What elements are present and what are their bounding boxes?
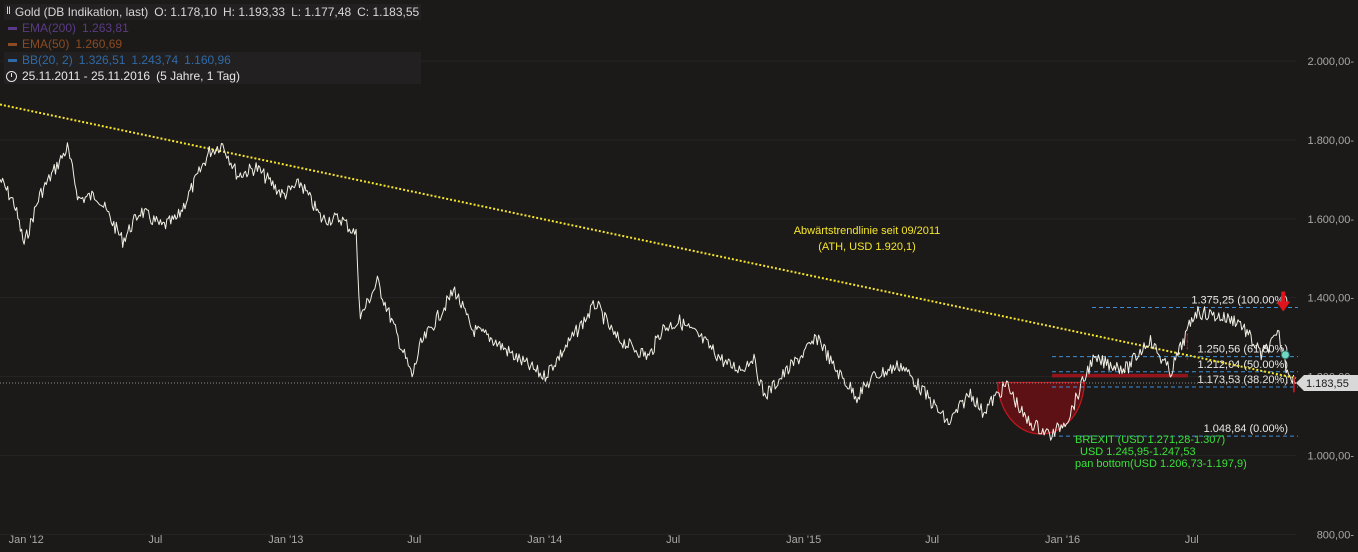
last-price-label: 1.183,55 — [1306, 378, 1349, 390]
y-tick-label: 1.800,00- — [1308, 135, 1355, 147]
x-axis: Jan '12 Jul Jan '13 Jul Jan '14 Jul Jan '15 Jul… — [9, 534, 1199, 546]
instrument-row: ⅠⅠ Gold (DB Indikation, last) O: 1.178,1… — [4, 4, 422, 20]
period-range: 25.11.2011 - 25.11.2016 — [22, 69, 151, 83]
x-tick-label: Jan '16 — [1045, 534, 1080, 546]
trendline-label-ath: (ATH, USD 1.920,1) — [818, 241, 916, 253]
fib-level-label: 1.048,84 (0.00%) — [1204, 423, 1288, 435]
close-value: C: 1.183,55 — [357, 5, 420, 19]
x-tick-label: Jul — [148, 534, 162, 546]
trendline-group — [0, 103, 1297, 380]
x-tick-label: Jan '12 — [9, 534, 44, 546]
x-tick-label: Jan '15 — [786, 534, 821, 546]
clock-icon — [6, 70, 17, 82]
bb-label: BB(20, 2) — [22, 53, 73, 67]
y-tick-label: 800,00- — [1317, 529, 1355, 541]
high-value: H: 1.193,33 — [223, 5, 286, 19]
support-resistance-zones — [996, 333, 1188, 435]
period-note: (5 Jahre, 1 Tag) — [156, 69, 240, 83]
y-tick-label: 2.000,00- — [1308, 56, 1355, 68]
resistance-zone — [1186, 357, 1188, 360]
fib-level-label: 1.173,53 (38.20%) — [1197, 374, 1288, 386]
ema200-value: 1.263,81 — [82, 21, 129, 35]
pan-bottom-shape — [996, 381, 1086, 435]
price-series-group — [0, 142, 1297, 441]
circle-marker — [1280, 350, 1290, 360]
price-line — [0, 142, 1297, 441]
x-tick-label: Jan '13 — [268, 534, 303, 546]
x-tick-label: Jul — [666, 534, 680, 546]
down-arrow-icon — [1276, 291, 1291, 312]
y-tick-label: 1.400,00- — [1308, 293, 1355, 305]
downtrend-line — [0, 103, 1297, 380]
ema50-swatch — [8, 42, 17, 46]
fib-level-label: 1.375,25 (100.00%) — [1191, 294, 1288, 306]
bb-row[interactable]: BB(20, 2) 1.326,51 1.243,74 1.160,96 — [4, 52, 422, 68]
fib-level-label: 1.212,04 (50.00%) — [1197, 359, 1288, 371]
low-value: L: 1.177,48 — [291, 5, 352, 19]
bb-middle-value: 1.243,74 — [131, 53, 179, 67]
instrument-title: Gold (DB Indikation, last) — [14, 5, 149, 19]
brexit-range-annotation: USD 1.245,95-1.247,53 — [1080, 446, 1196, 458]
last-price-marker: 1.183,55 — [1296, 375, 1358, 392]
chart-type-icon[interactable]: ⅠⅠ — [6, 6, 11, 17]
y-tick-label: 1.600,00- — [1308, 214, 1355, 226]
ema200-swatch — [8, 26, 17, 30]
ema50-label: EMA(50) — [22, 37, 70, 51]
bb-lower-value: 1.160,96 — [184, 53, 231, 67]
resistance-zone — [1051, 373, 1188, 378]
ema50-row[interactable]: EMA(50) 1.260,69 — [4, 36, 421, 52]
y-tick-label: 1.000,00- — [1308, 450, 1355, 462]
ema200-label: EMA(200) — [22, 21, 77, 35]
x-tick-label: Jul — [407, 534, 421, 546]
bb-swatch — [8, 58, 17, 62]
period-row[interactable]: 25.11.2011 - 25.11.2016 (5 Jahre, 1 Tag) — [4, 68, 422, 84]
chart-legend: ⅠⅠ Gold (DB Indikation, last) O: 1.178,1… — [4, 4, 422, 84]
open-value: O: 1.178,10 — [154, 5, 218, 19]
annotation-marks — [0, 291, 1296, 393]
ema200-row[interactable]: EMA(200) 1.263,81 — [4, 20, 421, 36]
y-axis: 800,00-1.000,00-1.200,00-1.400,00-1.600,… — [1308, 56, 1355, 541]
fib-level-label: 1.250,56 (61.80%) — [1197, 344, 1288, 356]
x-tick-label: Jul — [925, 534, 939, 546]
brexit-annotation: BREXIT (USD 1.271,28-1.307) — [1075, 434, 1225, 446]
x-tick-label: Jan '14 — [527, 534, 562, 546]
trendline-label: Abwärtstrendlinie seit 09/2011 — [794, 225, 941, 237]
x-tick-label: Jul — [1185, 534, 1199, 546]
bb-upper-value: 1.326,51 — [78, 53, 126, 67]
pan-bottom-annotation: pan bottom(USD 1.206,73-1.197,9) — [1075, 458, 1247, 470]
fibonacci-levels: 1.375,25 (100.00%) 1.250,56 (61.80%) 1.212… — [1051, 294, 1298, 437]
ema50-value: 1.260,69 — [75, 37, 123, 51]
